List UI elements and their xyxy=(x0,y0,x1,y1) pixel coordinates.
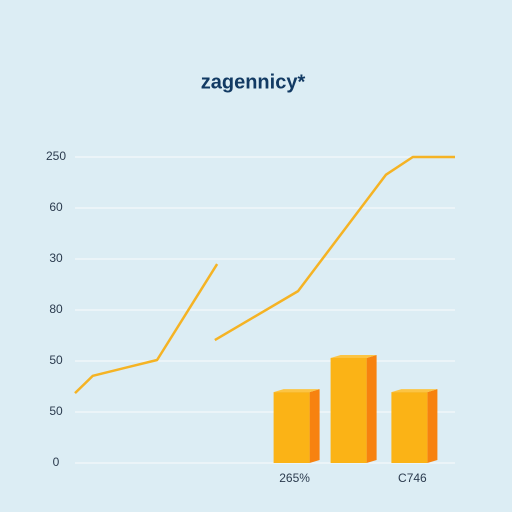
bar-part xyxy=(391,392,428,463)
bar-part xyxy=(309,389,320,463)
bar xyxy=(391,389,438,463)
bar-part xyxy=(427,389,438,463)
line xyxy=(74,263,219,395)
bar xyxy=(273,389,320,463)
y-tick-label: 60 xyxy=(49,200,63,214)
y-tick-label: 50 xyxy=(49,353,63,367)
y-tick-label: 80 xyxy=(49,302,63,316)
x-tick-label: 265% xyxy=(279,471,310,485)
chart-title: zagennicy* xyxy=(201,71,306,93)
y-tick-label: 250 xyxy=(46,149,66,163)
bar xyxy=(330,354,377,463)
y-tick-label: 50 xyxy=(49,404,63,418)
y-tick-label: 30 xyxy=(49,251,63,265)
bar-part xyxy=(330,354,377,358)
x-tick-label: C746 xyxy=(398,471,427,485)
bar-part xyxy=(273,392,310,463)
bar-part xyxy=(330,357,367,463)
bar-part xyxy=(273,389,320,393)
bar-part xyxy=(366,354,377,463)
y-tick-label: 0 xyxy=(53,455,60,469)
bar-part xyxy=(391,389,438,393)
line xyxy=(214,155,455,342)
